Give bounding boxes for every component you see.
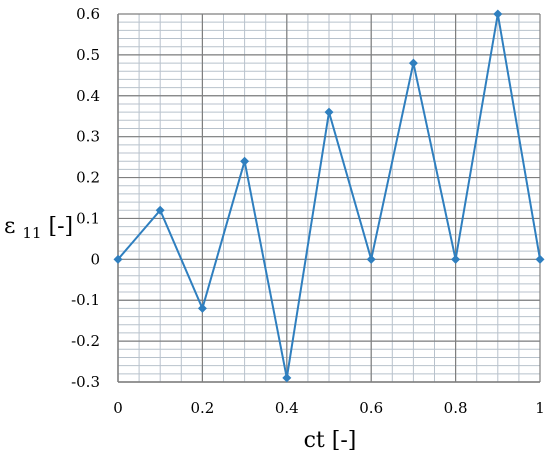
y-tick-label: 0.2 — [76, 169, 100, 187]
y-tick-label: 0.5 — [76, 46, 100, 64]
axes — [117, 14, 540, 383]
data-point-diamond — [324, 107, 334, 117]
y-axis-title-suffix: [-] — [49, 214, 74, 239]
y-tick-label: 0.4 — [76, 87, 100, 105]
x-axis-ticks: 0 0.2 0.4 0.6 0.8 1 — [113, 399, 545, 417]
x-tick-label: 1 — [535, 399, 545, 417]
y-tick-label: -0.1 — [71, 291, 100, 309]
grid — [117, 13, 541, 383]
y-axis-title-base: ε — [4, 214, 15, 239]
series-strain — [113, 9, 545, 383]
data-point-diamond — [240, 156, 250, 166]
data-point-diamond — [493, 9, 503, 19]
data-point-diamond — [366, 254, 376, 264]
y-axis-title-subscript: 11 — [22, 224, 41, 242]
y-tick-label: 0.3 — [76, 128, 100, 146]
x-axis-title: ct [-] — [304, 428, 357, 453]
y-axis-title: ε 11 [-] — [4, 214, 73, 244]
y-tick-label: -0.2 — [71, 332, 100, 350]
x-tick-label: 0.2 — [190, 399, 214, 417]
y-axis-ticks: 0.6 0.5 0.4 0.3 0.2 0.1 0 -0.1 -0.2 -0.3 — [71, 5, 100, 391]
data-point-diamond — [197, 303, 207, 313]
y-tick-label: -0.3 — [71, 373, 100, 391]
data-point-diamond — [451, 254, 461, 264]
x-tick-label: 0.6 — [359, 399, 383, 417]
data-point-diamond — [113, 254, 123, 264]
data-point-diamond — [535, 254, 545, 264]
x-tick-label: 0.8 — [444, 399, 468, 417]
data-point-diamond — [408, 58, 418, 68]
y-tick-label: 0.1 — [76, 209, 100, 227]
data-point-diamond — [155, 205, 165, 215]
y-tick-label: 0 — [90, 250, 100, 268]
y-tick-label: 0.6 — [76, 5, 100, 23]
data-point-diamond — [282, 373, 292, 383]
x-tick-label: 0 — [113, 399, 123, 417]
x-tick-label: 0.4 — [275, 399, 299, 417]
